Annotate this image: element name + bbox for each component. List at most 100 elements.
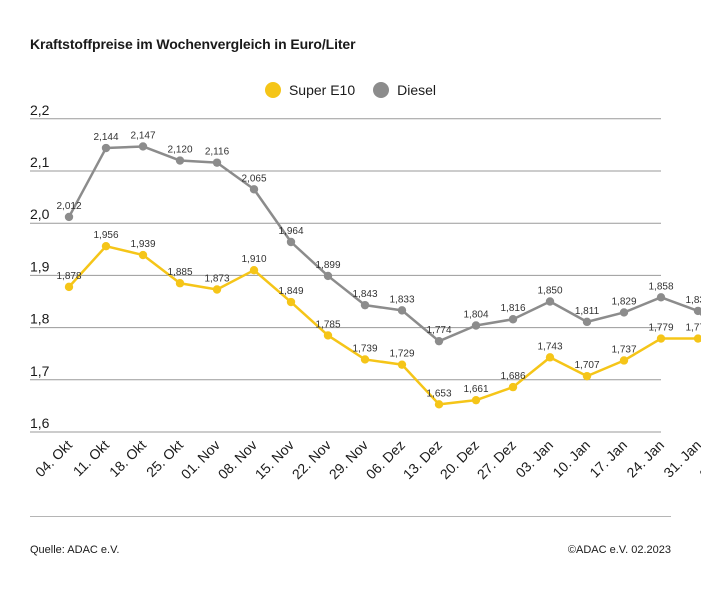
data-point-super <box>175 279 185 288</box>
data-point-diesel <box>286 237 296 247</box>
data-label-diesel: 1,964 <box>278 226 303 237</box>
data-label-super: 1,707 <box>574 360 599 371</box>
data-label-super: 1,939 <box>130 239 155 250</box>
data-label-diesel: 1,804 <box>463 310 488 321</box>
data-label-super: 1,686 <box>500 371 525 382</box>
y-tick-label: 2,1 <box>30 154 50 170</box>
data-label-super: 1,739 <box>352 343 377 354</box>
data-label-diesel: 1,832 <box>685 295 701 306</box>
x-tick-label: 24. Jan <box>623 437 667 481</box>
legend-marker-super <box>264 82 281 98</box>
data-label-diesel: 2,065 <box>241 173 266 184</box>
footer-divider <box>30 516 671 517</box>
data-point-diesel <box>471 321 481 330</box>
data-label-super: 1,779 <box>685 323 701 334</box>
data-label-super: 1,743 <box>537 341 562 352</box>
legend-label-diesel: Diesel <box>397 82 437 98</box>
data-point-super <box>249 265 259 275</box>
data-point-super <box>508 382 518 392</box>
data-label-super: 1,729 <box>389 349 414 360</box>
data-point-diesel <box>545 297 555 306</box>
data-point-super <box>138 250 148 260</box>
data-point-super <box>360 355 370 364</box>
x-tick-label: 01. Nov <box>178 437 223 482</box>
data-label-diesel: 2,144 <box>93 132 118 143</box>
x-tick-label: 03. Jan <box>512 437 556 481</box>
data-label-super: 1,885 <box>167 267 192 278</box>
data-label-super: 1,779 <box>648 323 673 334</box>
data-point-super <box>471 395 481 405</box>
x-tick-label: 29. Nov <box>326 437 371 482</box>
x-tick-label: 31. Jan <box>660 437 701 481</box>
source-note: Quelle: ADAC e.V. <box>30 544 120 556</box>
data-point-super <box>693 334 701 343</box>
data-point-diesel <box>656 293 666 302</box>
x-tick-label: 13. Dez <box>400 437 445 482</box>
x-tick-label: 15. Nov <box>252 437 297 482</box>
x-tick-label: 27. Dez <box>474 437 519 482</box>
y-tick-label: 2,0 <box>30 206 50 222</box>
data-point-super <box>64 282 74 292</box>
data-label-diesel: 1,829 <box>611 296 636 307</box>
data-label-diesel: 1,811 <box>575 306 600 317</box>
legend-item-diesel: Diesel <box>373 82 436 98</box>
y-tick-label: 2,2 <box>30 102 50 118</box>
data-label-diesel: 1,816 <box>500 303 525 314</box>
data-point-diesel <box>582 317 592 327</box>
data-point-super <box>619 356 629 365</box>
data-label-super: 1,849 <box>278 286 303 297</box>
data-label-super: 1,873 <box>204 273 229 284</box>
x-tick-label: 22. Nov <box>289 437 334 482</box>
series-line-super <box>68 244 701 406</box>
data-label-super: 1,910 <box>241 254 266 265</box>
data-point-super <box>397 360 407 369</box>
data-point-diesel <box>360 300 370 310</box>
data-label-super: 1,785 <box>315 319 340 330</box>
data-label-super: 1,956 <box>93 230 118 241</box>
y-tick-label: 1,6 <box>30 415 50 431</box>
data-point-diesel <box>397 306 407 315</box>
data-label-diesel: 1,850 <box>537 286 562 297</box>
x-tick-label: 20. Dez <box>437 437 482 482</box>
data-point-super <box>212 285 222 294</box>
y-tick-label: 1,8 <box>30 311 50 327</box>
data-label-diesel: 1,858 <box>648 281 673 292</box>
data-label-diesel: 1,833 <box>389 294 414 305</box>
x-tick-label: 06. Dez <box>363 437 408 482</box>
copyright-note: ©ADAC e.V. 02.2023 <box>567 544 671 556</box>
data-label-super: 1,661 <box>463 384 488 395</box>
data-point-diesel <box>212 158 222 167</box>
legend: Super E10 Diesel <box>0 82 701 98</box>
data-point-diesel <box>101 143 111 153</box>
data-label-diesel: 1,843 <box>352 289 377 300</box>
data-point-super <box>656 334 666 343</box>
data-point-diesel <box>619 308 629 317</box>
data-label-diesel: 2,147 <box>130 130 155 141</box>
data-point-super <box>101 241 111 251</box>
x-tick-label: 10. Jan <box>549 437 593 481</box>
data-label-diesel: 1,774 <box>426 325 451 336</box>
legend-item-super: Super E10 <box>264 82 356 98</box>
data-point-diesel <box>138 142 148 151</box>
y-tick-label: 1,9 <box>30 258 50 274</box>
data-label-super: 1,653 <box>426 388 451 399</box>
x-tick-label: 11. Okt <box>70 437 113 480</box>
data-point-diesel <box>175 156 185 165</box>
data-label-diesel: 2,116 <box>205 147 230 158</box>
data-point-diesel <box>508 315 518 324</box>
data-label-diesel: 2,012 <box>56 201 81 212</box>
x-tick-label: 17. Jan <box>586 437 630 481</box>
data-label-super: 1,737 <box>611 344 636 355</box>
data-point-diesel <box>249 185 259 194</box>
legend-label-super: Super E10 <box>288 82 356 98</box>
data-point-super <box>582 371 592 381</box>
chart-title: Kraftstoffpreise im Wochenvergleich in E… <box>30 36 356 52</box>
data-point-super <box>323 331 333 340</box>
data-label-diesel: 1,899 <box>315 260 340 271</box>
data-point-diesel <box>693 306 701 316</box>
data-point-diesel <box>434 336 444 346</box>
x-tick-label: 18. Okt <box>106 437 149 480</box>
x-tick-label: 04. Okt <box>32 437 75 480</box>
data-label-diesel: 2,120 <box>167 145 192 156</box>
